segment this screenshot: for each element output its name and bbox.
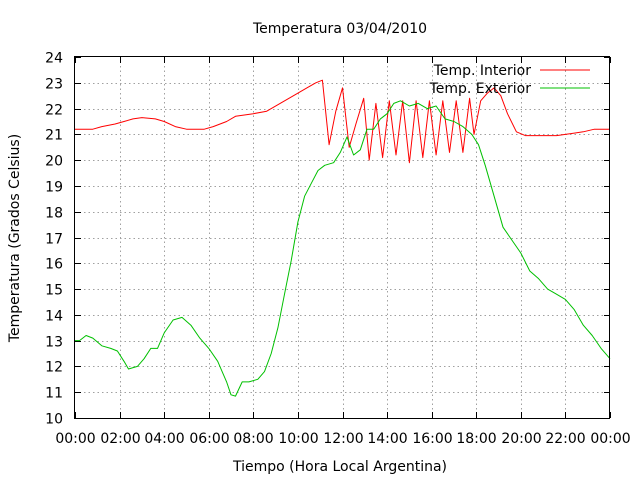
y-tick-label: 18 — [45, 206, 63, 222]
y-tick-label: 17 — [45, 232, 63, 248]
x-tick-label: 08:00 — [233, 431, 273, 447]
series-lines — [75, 79, 611, 397]
series-line-temp-interior — [75, 79, 610, 164]
y-tick-label: 20 — [45, 154, 63, 170]
y-tick-label: 14 — [45, 309, 63, 325]
y-tick-label: 23 — [45, 77, 63, 93]
x-tick-label: 00:00 — [55, 431, 95, 447]
x-tick-label: 04:00 — [144, 431, 184, 447]
x-tick-label: 16:00 — [412, 431, 452, 447]
y-tick-label: 21 — [45, 128, 63, 144]
plot-frame — [74, 56, 610, 419]
legend-label-exterior: Temp. Exterior — [429, 81, 532, 97]
axis-ticks — [75, 57, 611, 419]
x-axis-label: Tiempo (Hora Local Argentina) — [232, 459, 447, 475]
chart-title: Temperatura 03/04/2010 — [252, 21, 427, 37]
x-tick-label: 20:00 — [501, 431, 541, 447]
legend: Temp. Interior Temp. Exterior — [429, 63, 590, 97]
y-tick-label: 24 — [45, 51, 63, 67]
x-tick-label: 18:00 — [456, 431, 496, 447]
legend-label-interior: Temp. Interior — [433, 63, 532, 79]
x-tick-label: 00:00 — [590, 431, 630, 447]
x-tick-label: 06:00 — [189, 431, 229, 447]
y-tick-label: 16 — [45, 257, 63, 273]
x-tick-labels: 00:00 02:00 04:00 06:00 08:00 10:00 12:00 14:00… — [55, 431, 630, 447]
y-tick-label: 19 — [45, 180, 63, 196]
x-tick-label: 10:00 — [278, 431, 318, 447]
series-line-temp-exterior — [75, 100, 611, 397]
grid-lines — [75, 57, 610, 418]
y-tick-label: 11 — [45, 386, 63, 402]
x-tick-label: 22:00 — [545, 431, 585, 447]
x-tick-label: 12:00 — [323, 431, 363, 447]
x-tick-label: 14:00 — [367, 431, 407, 447]
x-tick-label: 02:00 — [100, 431, 140, 447]
y-tick-labels: 10 11 12 13 14 15 16 17 18 19 20 21 22 23 24 — [45, 51, 63, 428]
y-axis-label: Temperatura (Grados Celsius) — [7, 134, 23, 343]
y-tick-label: 22 — [45, 103, 63, 119]
y-tick-label: 13 — [45, 335, 63, 351]
y-tick-label: 15 — [45, 283, 63, 299]
y-tick-label: 10 — [45, 412, 63, 428]
y-tick-label: 12 — [45, 360, 63, 376]
